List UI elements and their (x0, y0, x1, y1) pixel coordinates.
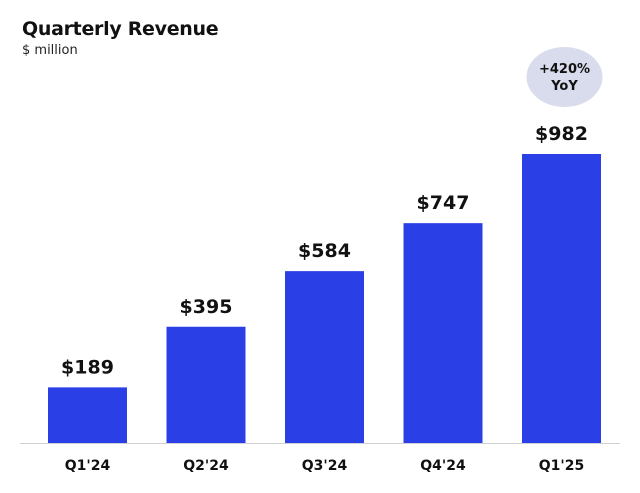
yoy-badge (526, 47, 603, 107)
chart-title: Quarterly Revenue (22, 18, 219, 40)
data-label: $982 (535, 123, 588, 145)
data-label: $747 (417, 192, 470, 214)
x-tick-label: Q1'25 (539, 458, 584, 474)
chart-subtitle: $ million (22, 43, 78, 58)
x-tick-label: Q4'24 (420, 458, 466, 474)
bar-Q1'24 (48, 387, 127, 443)
bar-Q4'24 (403, 223, 483, 443)
x-tick-label: Q3'24 (302, 458, 348, 474)
yoy-badge-label: YoY (550, 79, 578, 94)
data-label: $584 (298, 240, 351, 262)
bar-Q2'24 (166, 326, 246, 443)
bar-Q1'25 (522, 154, 601, 443)
yoy-badge-percent: +420% (539, 62, 590, 77)
data-label: $395 (180, 296, 233, 318)
x-tick-label: Q1'24 (65, 458, 111, 474)
data-label: $189 (61, 356, 114, 378)
x-tick-label: Q2'24 (183, 458, 229, 474)
bar-Q3'24 (285, 271, 364, 443)
